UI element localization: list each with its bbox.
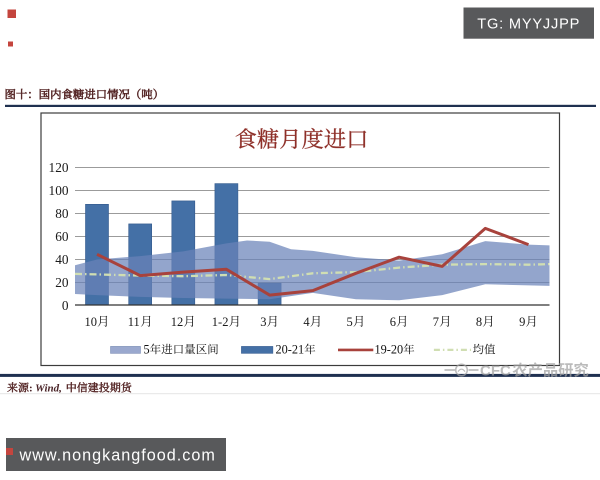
svg-text:7: 7 [433, 315, 439, 329]
svg-text:0: 0 [62, 298, 69, 313]
svg-text:80: 80 [55, 206, 69, 221]
svg-text:20: 20 [55, 275, 69, 290]
svg-text:12: 12 [171, 315, 184, 329]
svg-text:1-2: 1-2 [212, 315, 229, 329]
svg-text:5: 5 [144, 342, 150, 356]
svg-text:8: 8 [476, 315, 482, 329]
svg-text:19-20: 19-20 [375, 342, 404, 356]
svg-text:5: 5 [347, 315, 353, 329]
svg-text:120: 120 [49, 160, 69, 175]
svg-text:Wind,: Wind, [35, 383, 62, 395]
svg-text:40: 40 [55, 252, 69, 267]
svg-text:60: 60 [55, 229, 69, 244]
svg-text:TG: MYYJJPP: TG: MYYJJPP [477, 17, 580, 33]
svg-text::: : [29, 383, 33, 395]
svg-text:20-21: 20-21 [276, 342, 305, 356]
svg-text:6: 6 [390, 315, 396, 329]
svg-text:11: 11 [128, 315, 140, 329]
svg-text:10: 10 [85, 315, 98, 329]
svg-text:4: 4 [303, 315, 310, 329]
svg-text:100: 100 [49, 183, 69, 198]
svg-text:www.nongkangfood.com: www.nongkangfood.com [19, 447, 216, 465]
svg-text:CFC: CFC [480, 363, 511, 380]
svg-text:9: 9 [519, 315, 525, 329]
svg-text:3: 3 [260, 315, 266, 329]
